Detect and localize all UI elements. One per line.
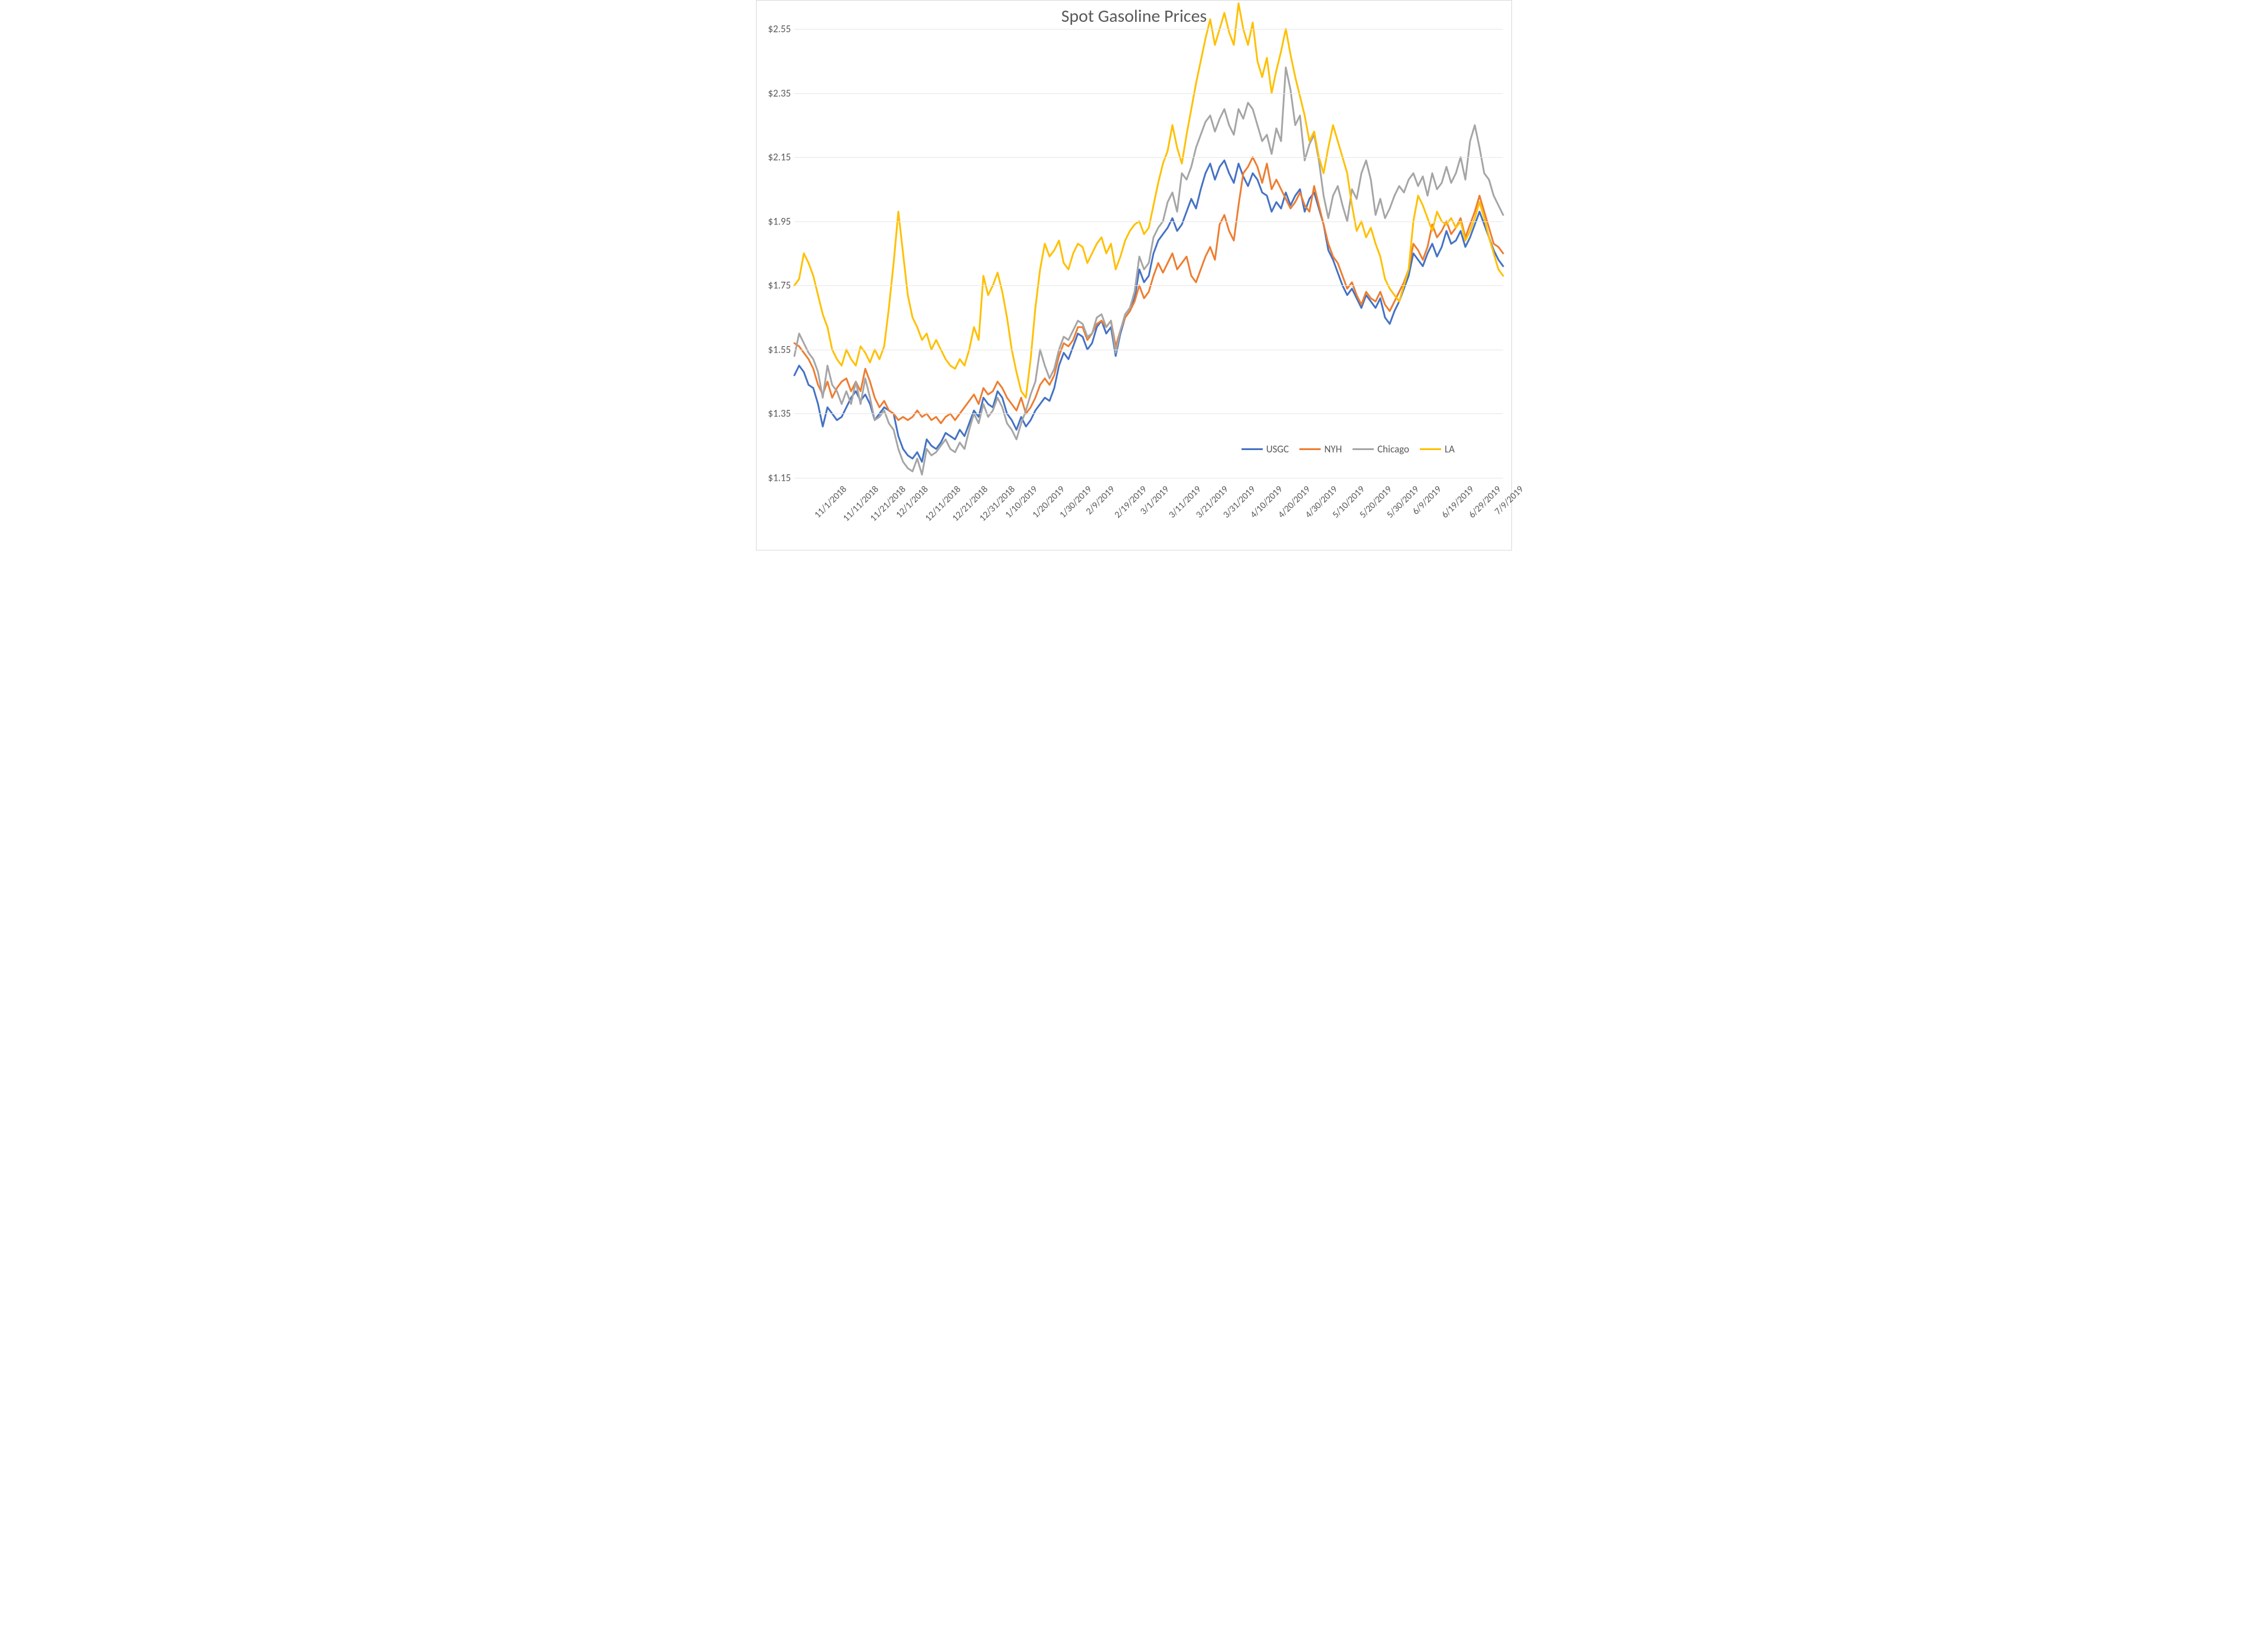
chart-container: Spot Gasoline Prices USGC NYH Chicago LA $1… [756, 0, 1512, 550]
legend-item-nyh: NYH [1299, 443, 1342, 455]
legend-label: LA [1445, 443, 1455, 455]
y-axis-tick: $2.55 [759, 23, 791, 35]
y-axis-tick: $1.35 [759, 408, 791, 420]
chart-title: Spot Gasoline Prices [757, 5, 1511, 27]
gridline [794, 93, 1503, 94]
legend: USGC NYH Chicago LA [1241, 443, 1455, 455]
plot-area [794, 29, 1503, 478]
legend-label: NYH [1324, 443, 1342, 455]
series-line-la [794, 4, 1503, 398]
y-axis-tick: $1.75 [759, 279, 791, 292]
y-axis-tick: $2.35 [759, 87, 791, 99]
y-axis-tick: $1.15 [759, 472, 791, 484]
legend-label: USGC [1266, 443, 1289, 455]
legend-label: Chicago [1377, 443, 1409, 455]
legend-swatch [1241, 448, 1263, 450]
gridline [794, 221, 1503, 222]
gridline [794, 157, 1503, 158]
legend-item-usgc: USGC [1241, 443, 1289, 455]
line-series-svg [794, 29, 1503, 478]
series-line-nyh [794, 157, 1503, 423]
y-axis-tick: $1.95 [759, 215, 791, 227]
gridline [794, 413, 1503, 414]
legend-swatch [1353, 448, 1374, 450]
series-line-usgc [794, 161, 1503, 462]
legend-swatch [1299, 448, 1321, 450]
legend-item-la: LA [1420, 443, 1455, 455]
legend-swatch [1420, 448, 1441, 450]
legend-item-chicago: Chicago [1353, 443, 1409, 455]
y-axis-tick: $1.55 [759, 343, 791, 356]
gridline [794, 29, 1503, 30]
gridline [794, 285, 1503, 286]
y-axis-tick: $2.15 [759, 151, 791, 164]
